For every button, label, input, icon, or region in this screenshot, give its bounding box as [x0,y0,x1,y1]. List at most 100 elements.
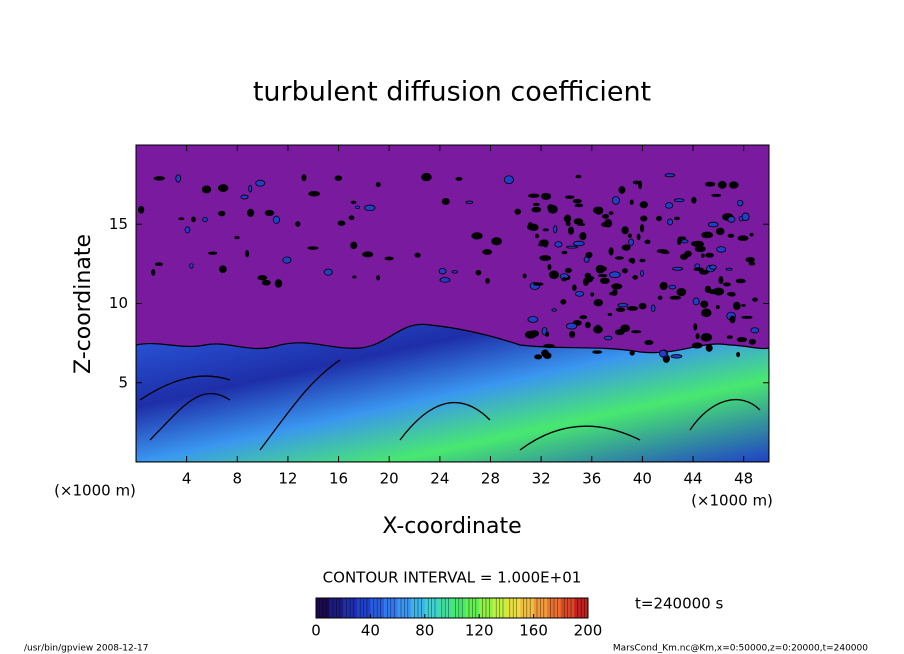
blob [218,265,227,274]
blob [674,216,680,221]
blob [575,174,582,179]
x-tick-label: 36 [582,470,601,488]
blob [547,263,552,271]
blob [741,315,753,319]
blob [657,295,663,300]
blob [189,263,194,269]
blob [528,193,540,198]
blob [485,278,490,284]
blob [700,300,709,308]
blob [375,182,381,188]
x-tick-label: 32 [532,470,551,488]
blob [308,191,320,197]
blob [644,239,651,245]
blob [627,233,633,238]
blob [693,267,704,272]
blob [561,277,568,282]
blob [621,268,628,274]
y-axis-label: Z-coordinate [71,234,96,374]
blob [376,275,380,281]
blob [629,350,635,356]
blob [727,233,735,238]
blob [618,186,626,194]
blob [700,333,713,342]
blob [201,185,212,194]
blob [667,218,674,226]
blob [569,330,576,338]
colorbar-tick-label: 160 [519,622,548,640]
blob [451,270,458,274]
x-tick-label: 28 [481,470,500,488]
blob [727,216,736,223]
blob [527,222,533,231]
blob [656,249,668,254]
blob [247,208,255,217]
blob [264,209,275,217]
blob [639,258,646,263]
blob [543,343,555,349]
blob [693,323,698,331]
blob [592,206,603,214]
colorbar-tick-label: 120 [465,622,494,640]
blob [695,333,700,340]
blob [574,203,584,208]
blob [612,288,618,296]
blob [561,250,568,255]
blob [745,257,755,263]
blob [218,210,226,217]
unit-label: (×1000 m) [54,482,136,500]
blob [261,279,271,286]
blob [175,174,181,183]
blob [301,174,307,182]
x-tick-label: 48 [734,470,753,488]
blob [534,354,543,360]
blob [608,247,614,256]
blob [438,268,447,275]
blob [711,193,722,197]
blob [548,270,559,280]
blob [715,227,725,236]
blob [599,277,610,284]
blob [673,198,685,203]
blob [455,176,463,181]
blob [323,268,333,276]
blob [704,285,712,293]
blob [534,233,539,239]
blob [607,312,613,317]
blob [615,307,626,312]
blob [604,335,613,341]
blob [677,236,687,240]
blob [421,173,432,182]
blob [482,249,493,255]
blob [350,241,358,250]
blob [609,271,621,279]
blob [234,236,240,240]
blob [644,340,654,345]
blob [628,258,634,263]
blob [741,303,746,307]
blob [208,251,218,255]
blob [257,275,268,281]
blob [597,274,608,278]
blob [579,232,587,241]
blob [692,297,700,306]
x-tick-label: 4 [182,470,192,488]
blob [694,263,701,269]
blob [565,322,578,330]
blob [601,213,610,219]
blob [728,181,739,189]
colorbar-tick-label: 0 [311,622,321,640]
blob [670,354,683,359]
blob [709,264,717,270]
blob [248,184,253,193]
blob [154,262,163,266]
blob [701,308,712,318]
blob [533,282,544,286]
y-tick-label: 15 [109,215,128,233]
blob [579,315,588,320]
blob [726,292,735,296]
contour-lines [139,359,761,451]
blob [664,202,674,209]
footer-right: MarsCond_Km.nc@Km,x=0:50000,z=0:20000,t=… [613,644,868,654]
blob [659,281,668,291]
